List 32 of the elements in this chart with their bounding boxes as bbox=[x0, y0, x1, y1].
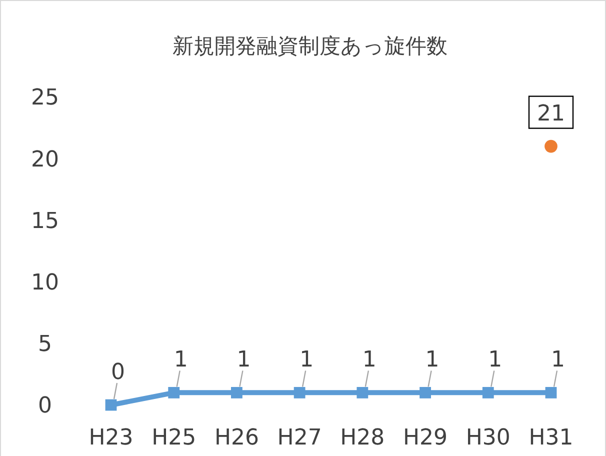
x-tick-label: H30 bbox=[466, 426, 510, 451]
point bbox=[545, 386, 557, 398]
x-tick-label: H23 bbox=[88, 426, 134, 451]
y-tick-label: 5 bbox=[38, 332, 52, 358]
data-label: 1 bbox=[362, 348, 376, 373]
x-tick-label: H25 bbox=[152, 426, 196, 451]
point bbox=[231, 386, 242, 398]
data-label: 1 bbox=[174, 348, 188, 373]
y-tick-label: 10 bbox=[31, 270, 59, 296]
x-tick-label: H27 bbox=[277, 426, 322, 451]
point bbox=[168, 386, 180, 398]
y-tick-label: 15 bbox=[31, 208, 59, 234]
x-tick-label: H26 bbox=[214, 426, 259, 451]
data-label: 1 bbox=[300, 348, 314, 373]
data-label: 1 bbox=[488, 348, 502, 373]
data-label: 1 bbox=[236, 348, 251, 373]
y-tick-label: 0 bbox=[38, 394, 52, 419]
y-tick-label: 25 bbox=[31, 86, 59, 111]
point bbox=[294, 386, 306, 398]
data-label: 0 bbox=[111, 360, 125, 385]
point bbox=[356, 386, 368, 398]
data-label: 21 bbox=[537, 101, 565, 126]
point bbox=[105, 399, 117, 411]
data-label: 1 bbox=[551, 348, 565, 373]
point bbox=[482, 386, 494, 398]
chart-title: 新規開発融資制度あっ旋件数 bbox=[172, 34, 448, 58]
x-tick-label: H31 bbox=[528, 426, 574, 451]
point bbox=[420, 386, 431, 398]
x-tick-label: H29 bbox=[403, 426, 448, 451]
y-tick-label: 20 bbox=[31, 147, 59, 172]
data-label: 1 bbox=[425, 348, 440, 373]
x-tick-label: H28 bbox=[340, 426, 385, 451]
